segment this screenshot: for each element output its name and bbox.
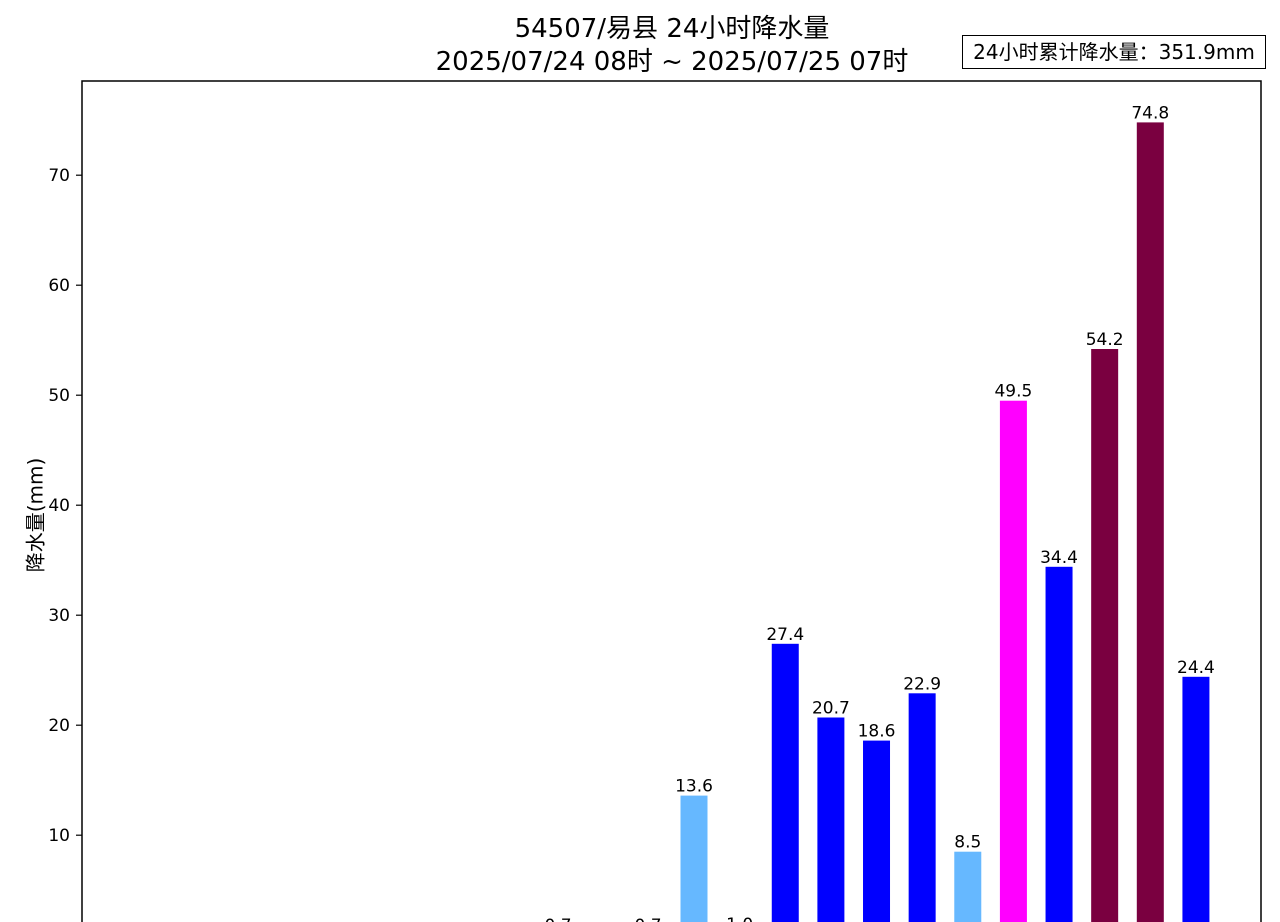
bar	[999, 400, 1027, 922]
partial-bar-labels: 0.7 0.7	[544, 916, 661, 922]
bar	[1045, 566, 1073, 922]
y-tick-label: 50	[48, 386, 70, 406]
bar-value-label: 34.4	[1040, 548, 1078, 568]
bar	[1091, 349, 1119, 922]
bar	[680, 795, 708, 922]
bar-value-label: 8.5	[954, 833, 981, 853]
y-ticks: 10 20 30 40 50 60 70	[48, 166, 82, 846]
bar-value-label: 0.7	[634, 916, 661, 922]
bar	[863, 740, 891, 922]
chart-title: 54507/易县 24小时降水量	[514, 14, 830, 44]
plot-area-frame	[81, 80, 1262, 922]
bar-value-label: 0.7	[544, 916, 571, 922]
bar-value-label: 13.6	[675, 777, 713, 797]
y-tick-label: 40	[48, 496, 70, 516]
y-tick-label: 60	[48, 276, 70, 296]
bar-labels: 13.6 1.0 27.4 20.7 18.6 22.9 8.5 49.5 34.4 54.2 74…	[675, 103, 1215, 922]
bar	[908, 693, 936, 922]
bar-value-label: 74.8	[1131, 103, 1169, 123]
y-tick-label: 10	[48, 826, 70, 846]
y-tick-label: 20	[48, 716, 70, 736]
bar-value-label: 54.2	[1086, 330, 1124, 350]
bar-value-label: 22.9	[903, 674, 941, 694]
bar-value-label: 24.4	[1177, 658, 1215, 678]
bar	[1136, 122, 1164, 922]
chart-subtitle: 2025/07/24 08时 ~ 2025/07/25 07时	[435, 47, 909, 77]
bar-value-label: 49.5	[994, 382, 1032, 402]
bar-value-label: 20.7	[812, 699, 850, 719]
total-precipitation-box: 24小时累计降水量：351.9mm	[962, 35, 1266, 69]
bar	[954, 851, 982, 922]
y-tick-label: 70	[48, 166, 70, 186]
bars	[680, 122, 1210, 922]
bar-value-label: 27.4	[766, 625, 804, 645]
y-tick-label: 30	[48, 606, 70, 626]
bar	[1182, 676, 1210, 922]
bar-value-label: 18.6	[858, 722, 896, 742]
bar	[817, 717, 845, 922]
bar-value-label: 1.0	[726, 915, 753, 922]
bar	[771, 643, 799, 922]
